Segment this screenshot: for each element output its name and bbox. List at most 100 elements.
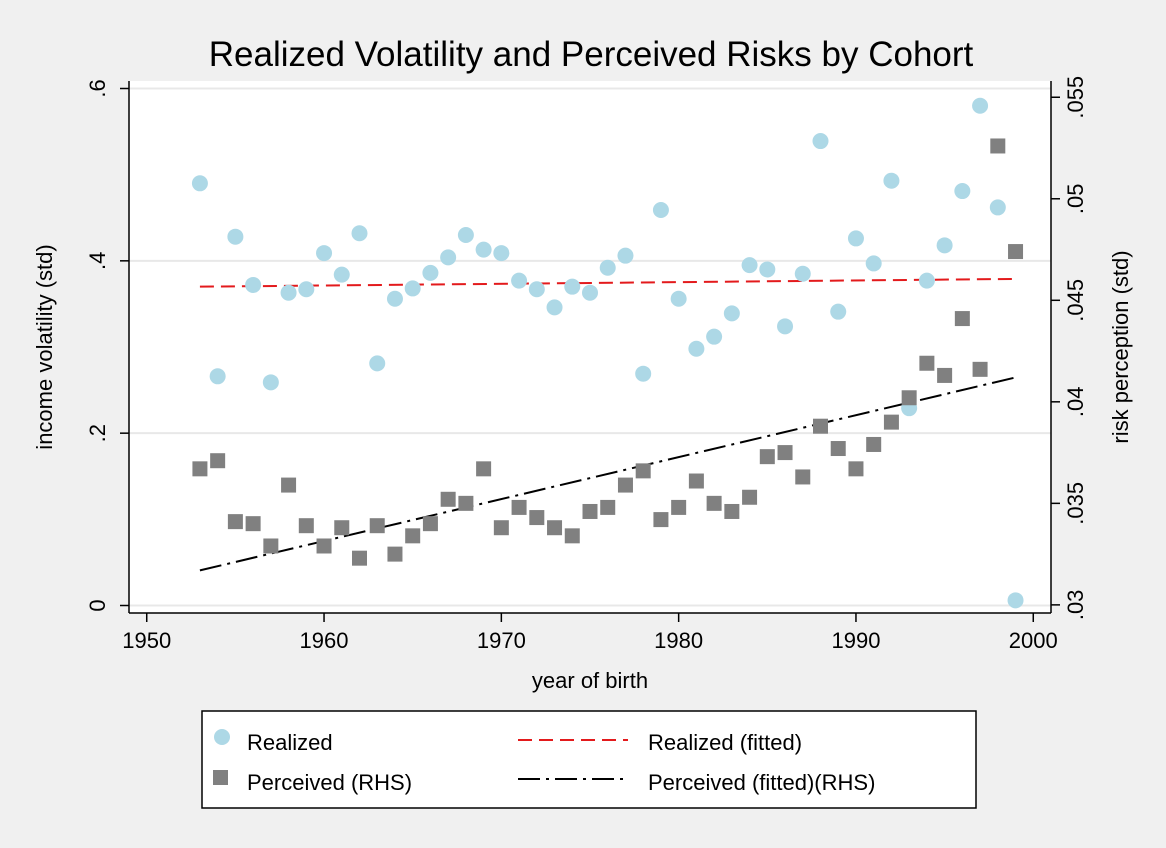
perceived-point: [866, 436, 882, 452]
perceived-point: [352, 550, 367, 566]
perceived-point: [919, 355, 935, 371]
perceived-point: [742, 489, 758, 505]
realized-point: [688, 340, 705, 357]
realized-point: [883, 172, 900, 189]
grid: [129, 87, 1051, 607]
realized-point: [351, 225, 368, 242]
perceived-point: [813, 418, 828, 434]
x-tick-label: 1990: [831, 628, 880, 653]
realized-point: [457, 226, 474, 243]
perceived-point: [653, 512, 669, 528]
perceived-point: [617, 477, 633, 493]
realized-point: [670, 290, 687, 307]
perceived-point: [298, 518, 314, 534]
perceived-point: [795, 469, 811, 485]
realized-point: [298, 281, 315, 298]
perceived-point: [937, 367, 953, 383]
realized-point: [865, 255, 882, 272]
perceived-point: [405, 528, 421, 544]
realized-point: [759, 261, 776, 278]
fitted-lines: [199, 277, 1016, 572]
perceived-point: [883, 414, 899, 430]
perceived-point: [547, 520, 563, 536]
x-tick-label: 1980: [654, 628, 703, 653]
realized-point: [564, 278, 581, 295]
axes: 1950 1960 1970 1980 1990 2000 0 .2 .4 .6 .03 .035 .0…: [85, 76, 1088, 653]
y-tick-label: .2: [85, 424, 110, 442]
chart-title: Realized Volatility and Perceived Risks …: [209, 35, 974, 74]
realized-point: [989, 199, 1006, 216]
realized-point: [706, 328, 723, 345]
perceived-point: [529, 510, 545, 526]
realized-point: [404, 280, 421, 297]
realized-point: [262, 374, 279, 391]
legend-perceived-fit-label: Perceived (fitted)(RHS): [648, 770, 875, 795]
perceived-point: [600, 499, 616, 515]
realized-point: [546, 299, 563, 316]
realized-point: [635, 365, 652, 382]
perceived-point: [901, 390, 917, 406]
realized-point: [209, 368, 226, 385]
perceived-point: [564, 528, 580, 544]
perceived-point: [990, 138, 1006, 154]
y2-axis-title: risk perception (std): [1108, 250, 1133, 443]
legend-perceived-label: Perceived (RHS): [247, 770, 412, 795]
y2-tick-label: .055: [1063, 76, 1088, 119]
legend-box: [201, 710, 977, 809]
y-tick-label: .4: [85, 252, 110, 270]
plot-area: [129, 81, 1051, 613]
perceived-point: [582, 503, 598, 519]
legend: Realized Perceived (RHS) Realized (fitted)…: [201, 710, 977, 809]
perceived-point: [954, 311, 970, 327]
x-tick-label: 2000: [1009, 628, 1058, 653]
perceived-point: [369, 518, 385, 534]
perceived-point: [777, 445, 793, 461]
realized-point: [369, 355, 386, 372]
realized-point: [936, 237, 953, 254]
perceived-point: [688, 473, 704, 489]
perceived-point: [830, 441, 846, 457]
perceived-point: [422, 516, 438, 532]
realized-point: [847, 230, 864, 247]
realized-point: [599, 259, 616, 276]
realized-point: [794, 265, 811, 282]
realized-point: [617, 247, 634, 264]
realized-point: [191, 175, 208, 192]
perceived-point: [192, 461, 208, 477]
legend-realized-fit-label: Realized (fitted): [648, 730, 802, 755]
perceived-fit-line: [199, 376, 1016, 572]
realized-point: [386, 290, 403, 307]
realized-point: [723, 305, 740, 322]
x-tick-label: 1960: [300, 628, 349, 653]
x-axis-title: year of birth: [532, 668, 648, 693]
y2-tick-label: .05: [1063, 183, 1088, 214]
perceived-point: [281, 477, 297, 493]
realized-point: [528, 281, 545, 298]
realized-point: [511, 272, 528, 289]
perceived-point: [440, 491, 456, 507]
realized-point: [582, 284, 598, 301]
legend-perceived-marker: [213, 770, 228, 785]
realized-point: [830, 303, 847, 320]
data-points: [191, 97, 1024, 609]
realized-point: [741, 257, 758, 274]
realized-fit-line: [199, 277, 1016, 288]
realized-point: [245, 276, 262, 293]
y-tick-label: 0: [85, 599, 110, 611]
y2-tick-label: .04: [1063, 387, 1088, 418]
y-axis-title: income volatility (std): [32, 244, 57, 449]
y-tick-label: .6: [85, 79, 110, 97]
realized-point: [1007, 592, 1024, 609]
perceived-point: [227, 514, 243, 530]
perceived-point: [316, 538, 332, 554]
perceived-point: [476, 461, 492, 477]
y2-tick-label: .03: [1063, 590, 1088, 621]
realized-point: [475, 241, 492, 258]
realized-point: [422, 264, 439, 281]
realized-point: [493, 245, 510, 262]
realized-point: [440, 249, 457, 266]
perceived-point: [387, 546, 403, 562]
perceived-point: [671, 499, 687, 515]
perceived-point: [759, 449, 775, 465]
